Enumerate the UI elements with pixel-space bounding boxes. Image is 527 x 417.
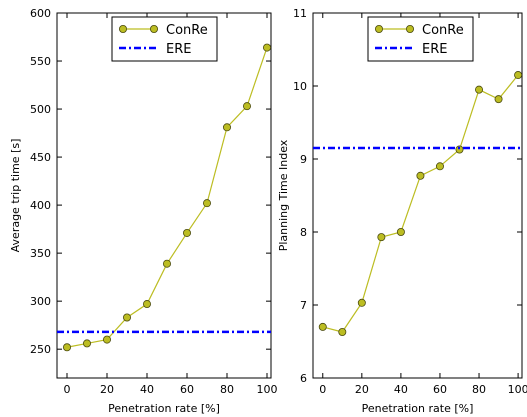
series-conre-point — [63, 343, 72, 352]
legend-label-ere: ERE — [422, 42, 447, 57]
series-conre-point — [396, 227, 405, 236]
y-axis-label: Planning Time Index — [277, 139, 290, 251]
chart-panel-2: 0 20 40 60 80 100 6 7 8 9 10 11 Penetration rate [%]… — [277, 7, 527, 415]
series-conre-point — [162, 259, 171, 268]
series-conre-point — [475, 85, 484, 94]
y-tick-label: 7 — [300, 299, 307, 312]
series-conre-point — [83, 339, 92, 348]
series-conre-point — [514, 71, 523, 80]
series-conre-point — [182, 228, 191, 237]
x-tick-label: 20 — [100, 383, 114, 396]
series-conre-point — [142, 300, 151, 309]
x-axis-label: Penetration rate [%] — [362, 402, 474, 415]
legend-marker — [149, 24, 158, 33]
plot-frame — [56, 12, 272, 379]
y-tick-label: 600 — [30, 7, 51, 20]
x-tick-label: 40 — [394, 383, 408, 396]
legend: ConRe ERE — [367, 16, 474, 62]
x-tick-label: 60 — [180, 383, 194, 396]
x-tick-label: 40 — [140, 383, 154, 396]
y-tick-label: 350 — [30, 247, 51, 260]
series-conre-point — [357, 298, 366, 307]
plot-frame — [312, 12, 523, 379]
x-tick-label: 60 — [433, 383, 447, 396]
series-conre-point — [377, 233, 386, 242]
series-conre-point — [103, 335, 112, 344]
legend-marker — [405, 24, 414, 33]
y-tick-label: 8 — [300, 226, 307, 239]
x-tick-label: 0 — [319, 383, 326, 396]
series-conre-point — [435, 162, 444, 171]
series-conre-point — [222, 123, 231, 132]
y-axis-label: Average trip time [s] — [9, 139, 22, 253]
series-conre-point — [494, 95, 503, 104]
series-conre-point — [416, 171, 425, 180]
series-conre-point — [318, 322, 327, 331]
chart-panel-1: 0 20 40 60 80 100 250 300 350 400 450 500 550 600 Pene… — [9, 7, 278, 415]
legend-marker — [119, 24, 128, 33]
legend-box — [111, 16, 218, 62]
y-tick-label: 400 — [30, 199, 51, 212]
x-tick-label: 100 — [257, 383, 278, 396]
x-tick-label: 100 — [508, 383, 527, 396]
y-tick-label: 6 — [300, 372, 307, 385]
y-tick-label: 300 — [30, 295, 51, 308]
y-tick-label: 450 — [30, 151, 51, 164]
series-conre-point — [338, 328, 347, 337]
x-axis-label: Penetration rate [%] — [108, 402, 220, 415]
legend: ConRe ERE — [111, 16, 218, 62]
series-conre-line — [322, 74, 519, 333]
y-tick-label: 250 — [30, 343, 51, 356]
y-tick-label: 9 — [300, 153, 307, 166]
series-conre-line — [66, 47, 268, 348]
series-conre-point — [455, 145, 464, 154]
y-tick-label: 11 — [293, 7, 307, 20]
series-conre-point — [262, 43, 271, 52]
series-conre-point — [242, 102, 251, 111]
legend-box — [367, 16, 474, 62]
y-tick-label: 500 — [30, 103, 51, 116]
legend-marker — [374, 24, 383, 33]
legend-label-ere: ERE — [166, 42, 191, 57]
legend-label-conre: ConRe — [422, 23, 464, 38]
series-conre-point — [123, 313, 132, 322]
series-conre-point — [202, 199, 211, 208]
x-tick-label: 20 — [355, 383, 369, 396]
y-tick-label: 10 — [293, 80, 307, 93]
y-tick-label: 550 — [30, 55, 51, 68]
legend-label-conre: ConRe — [166, 23, 208, 38]
x-tick-label: 80 — [472, 383, 486, 396]
x-tick-label: 80 — [220, 383, 234, 396]
x-tick-label: 0 — [64, 383, 71, 396]
